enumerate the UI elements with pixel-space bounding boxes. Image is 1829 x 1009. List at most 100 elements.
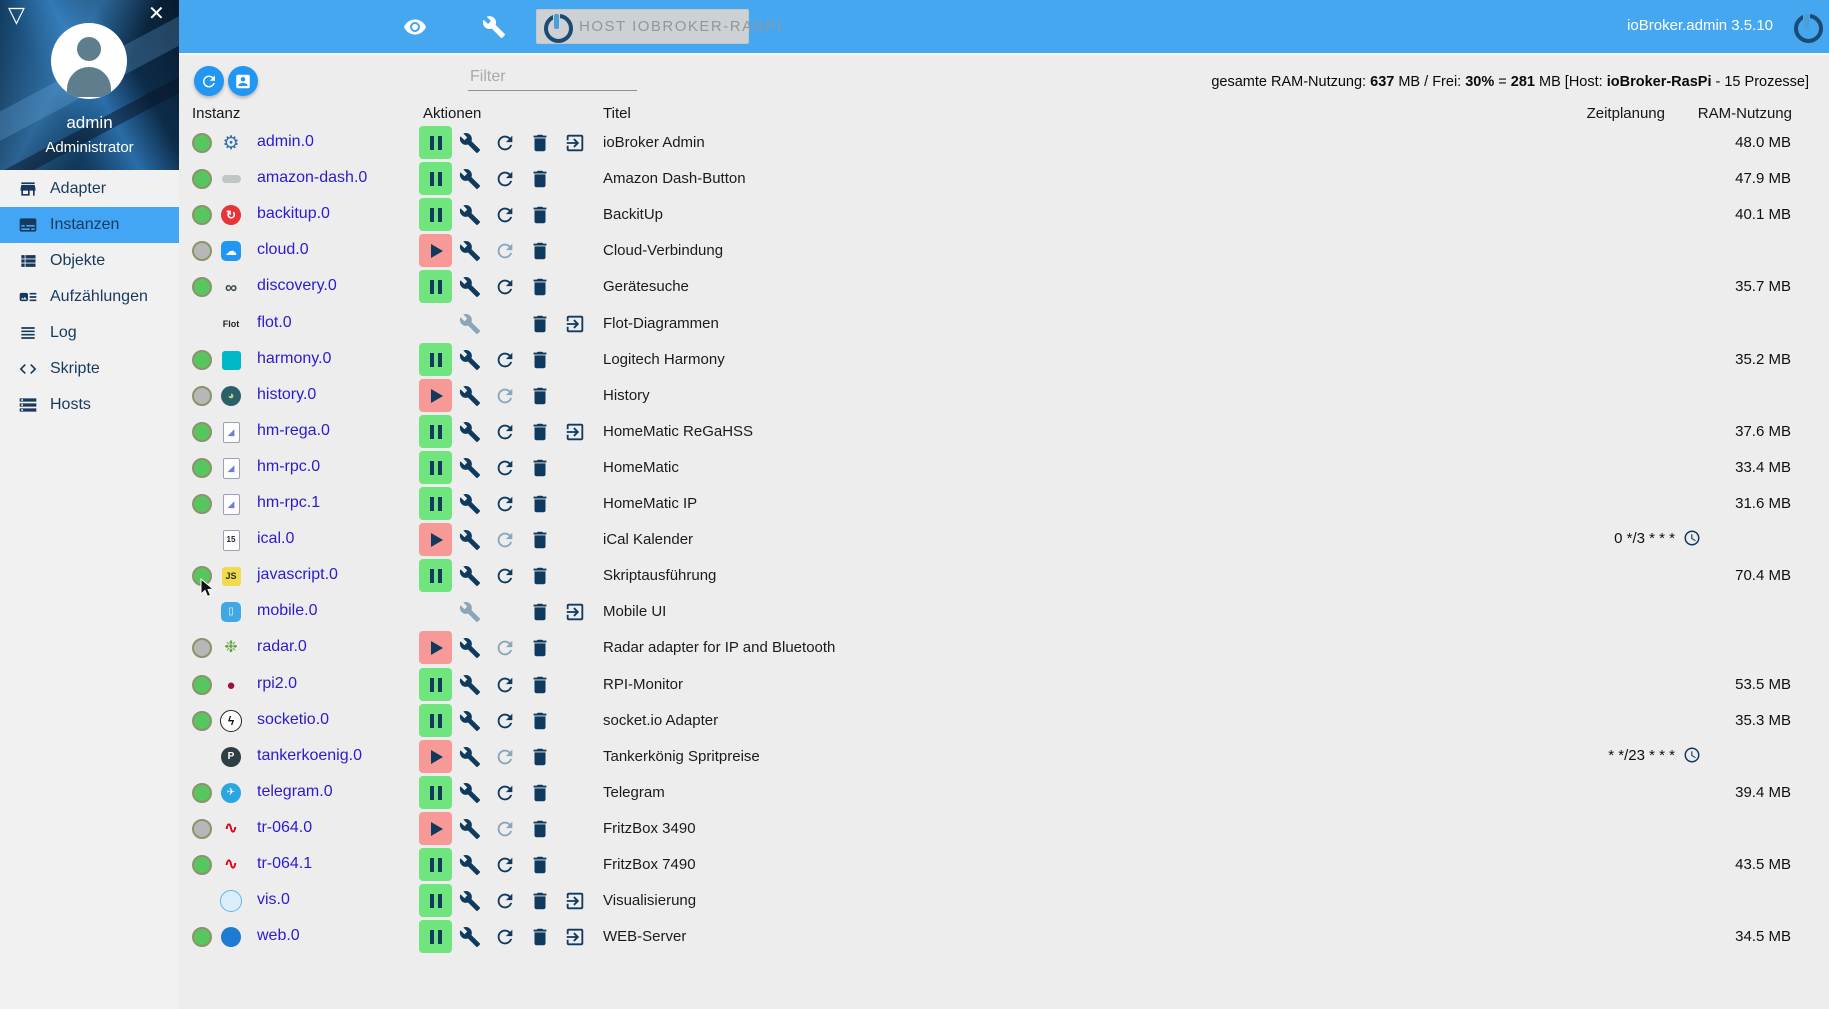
configure-wrench-icon[interactable] (459, 132, 481, 154)
delete-instance-icon[interactable] (529, 674, 551, 696)
restart-instance-icon[interactable] (494, 457, 516, 479)
instance-name-link[interactable]: tankerkoenig.0 (257, 747, 362, 764)
open-web-ui-icon[interactable] (564, 313, 586, 335)
pause-instance-button[interactable] (419, 343, 452, 376)
instance-name-link[interactable]: history.0 (257, 386, 317, 403)
configure-wrench-icon[interactable] (459, 746, 481, 768)
instance-name-link[interactable]: mobile.0 (257, 602, 318, 619)
restart-instance-icon[interactable] (494, 168, 516, 190)
instance-name-link[interactable]: amazon-dash.0 (257, 169, 368, 186)
instance-name-link[interactable]: vis.0 (257, 891, 290, 908)
delete-instance-icon[interactable] (529, 926, 551, 948)
start-instance-button[interactable] (419, 740, 452, 773)
start-instance-button[interactable] (419, 523, 452, 556)
instance-name-link[interactable]: web.0 (257, 927, 300, 944)
pause-instance-button[interactable] (419, 415, 452, 448)
delete-instance-icon[interactable] (529, 854, 551, 876)
delete-instance-icon[interactable] (529, 710, 551, 732)
open-web-ui-icon[interactable] (564, 890, 586, 912)
delete-instance-icon[interactable] (529, 601, 551, 623)
restart-instance-icon[interactable] (494, 782, 516, 804)
instance-name-link[interactable]: tr-064.0 (257, 819, 313, 836)
configure-wrench-icon[interactable] (459, 890, 481, 912)
configure-wrench-icon[interactable] (459, 385, 481, 407)
sidebar-item-adapter[interactable]: Adapter (0, 171, 179, 207)
restart-instance-icon[interactable] (494, 493, 516, 515)
configure-wrench-icon[interactable] (459, 674, 481, 696)
close-icon[interactable]: ✕ (148, 3, 165, 25)
sidebar-item-aufz-hlungen[interactable]: Aufzählungen (0, 279, 179, 315)
sidebar-item-log[interactable]: Log (0, 315, 179, 351)
delete-instance-icon[interactable] (529, 565, 551, 587)
delete-instance-icon[interactable] (529, 313, 551, 335)
open-web-ui-icon[interactable] (564, 926, 586, 948)
pause-instance-button[interactable] (419, 162, 452, 195)
configure-wrench-icon[interactable] (459, 204, 481, 226)
clock-icon[interactable] (1683, 529, 1701, 547)
instance-name-link[interactable]: telegram.0 (257, 783, 333, 800)
restart-instance-icon[interactable] (494, 926, 516, 948)
restart-instance-icon[interactable] (494, 565, 516, 587)
sidebar-item-instanzen[interactable]: Instanzen (0, 207, 179, 243)
pause-instance-button[interactable] (419, 884, 452, 917)
pause-instance-button[interactable] (419, 848, 452, 881)
delete-instance-icon[interactable] (529, 493, 551, 515)
instance-name-link[interactable]: hm-rpc.0 (257, 458, 321, 475)
start-instance-button[interactable] (419, 379, 452, 412)
configure-wrench-icon[interactable] (459, 710, 481, 732)
pause-instance-button[interactable] (419, 126, 452, 159)
pause-instance-button[interactable] (419, 776, 452, 809)
configure-wrench-icon[interactable] (459, 457, 481, 479)
delete-instance-icon[interactable] (529, 529, 551, 551)
start-instance-button[interactable] (419, 631, 452, 664)
restart-instance-icon[interactable] (494, 674, 516, 696)
configure-wrench-icon[interactable] (459, 565, 481, 587)
instance-name-link[interactable]: admin.0 (257, 133, 314, 150)
pause-instance-button[interactable] (419, 704, 452, 737)
delete-instance-icon[interactable] (529, 240, 551, 262)
instance-name-link[interactable]: harmony.0 (257, 350, 332, 367)
instance-name-link[interactable]: socketio.0 (257, 711, 330, 728)
refresh-instances-button[interactable] (194, 66, 224, 96)
configure-wrench-icon[interactable] (459, 854, 481, 876)
instance-name-link[interactable]: cloud.0 (257, 241, 309, 258)
restart-instance-icon[interactable] (494, 204, 516, 226)
open-web-ui-icon[interactable] (564, 601, 586, 623)
instance-name-link[interactable]: ical.0 (257, 530, 295, 547)
pause-instance-button[interactable] (419, 270, 452, 303)
restart-instance-icon[interactable] (494, 276, 516, 298)
delete-instance-icon[interactable] (529, 637, 551, 659)
configure-wrench-icon[interactable] (459, 168, 481, 190)
sidebar-item-hosts[interactable]: Hosts (0, 387, 179, 423)
open-web-ui-icon[interactable] (564, 421, 586, 443)
instance-name-link[interactable]: tr-064.1 (257, 855, 313, 872)
start-instance-button[interactable] (419, 812, 452, 845)
instance-name-link[interactable]: discovery.0 (257, 277, 337, 294)
configure-wrench-icon[interactable] (459, 421, 481, 443)
restart-instance-icon[interactable] (494, 890, 516, 912)
restart-instance-icon[interactable] (494, 710, 516, 732)
configure-wrench-icon[interactable] (459, 493, 481, 515)
sidebar-item-objekte[interactable]: Objekte (0, 243, 179, 279)
restart-instance-icon[interactable] (494, 132, 516, 154)
delete-instance-icon[interactable] (529, 168, 551, 190)
configure-wrench-icon[interactable] (459, 818, 481, 840)
instance-name-link[interactable]: flot.0 (257, 314, 292, 331)
pause-instance-button[interactable] (419, 198, 452, 231)
delete-instance-icon[interactable] (529, 457, 551, 479)
configure-wrench-icon[interactable] (459, 349, 481, 371)
delete-instance-icon[interactable] (529, 421, 551, 443)
wrench-icon[interactable] (482, 15, 506, 39)
delete-instance-icon[interactable] (529, 890, 551, 912)
host-button[interactable]: HOST IOBROKER-RASPI (536, 9, 781, 44)
instance-name-link[interactable]: rpi2.0 (257, 675, 298, 692)
instance-name-link[interactable]: backitup.0 (257, 205, 330, 222)
restart-instance-icon[interactable] (494, 349, 516, 371)
pause-instance-button[interactable] (419, 559, 452, 592)
sidebar-item-skripte[interactable]: Skripte (0, 351, 179, 387)
configure-wrench-icon[interactable] (459, 240, 481, 262)
instance-name-link[interactable]: javascript.0 (257, 566, 338, 583)
filter-input[interactable] (468, 64, 637, 91)
start-instance-button[interactable] (419, 234, 452, 267)
delete-instance-icon[interactable] (529, 204, 551, 226)
